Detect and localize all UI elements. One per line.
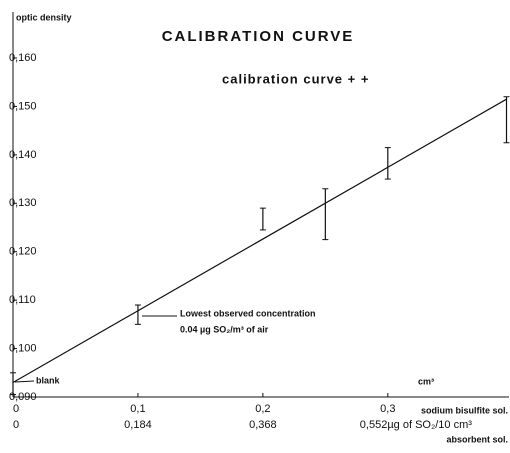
- y-tick-label: 0,120: [9, 246, 37, 258]
- y-tick-label: 0,100: [9, 342, 37, 354]
- y-tick-label: 0,140: [9, 149, 37, 161]
- annotation-arrow: [14, 380, 35, 383]
- x-tick-label: 0,3: [380, 403, 395, 415]
- x-tick-label: 0,2: [255, 403, 270, 415]
- x2-tick-label: 0: [13, 419, 19, 431]
- y-tick-label: 0,150: [9, 100, 37, 112]
- legend: calibration curve + +: [222, 71, 369, 86]
- x2-tick-label: 0,552µg of SO₂/10 cm³: [360, 419, 472, 431]
- x2-tick-label: 0,368: [249, 419, 277, 431]
- x-unit: cm³: [418, 376, 434, 386]
- chart-title: CALIBRATION CURVE: [162, 28, 355, 45]
- x-axis-label: sodium bisulfite sol.: [421, 405, 508, 415]
- annotation: Lowest observed concentration: [180, 308, 316, 318]
- x-tick-label: 0,1: [130, 403, 145, 415]
- y-tick-label: 0,110: [9, 294, 36, 306]
- y-tick-label: 0,160: [9, 52, 37, 64]
- x-tick-label: 0: [13, 403, 19, 415]
- y-tick-label: 0,090: [9, 391, 37, 403]
- y-tick-label: 0,130: [9, 197, 37, 209]
- annotation: blank: [36, 375, 61, 385]
- x2-axis-label: absorbent sol.: [446, 434, 508, 444]
- x2-tick-label: 0,184: [124, 419, 152, 431]
- fit-line: [12, 98, 507, 383]
- y-axis-label: optic density: [16, 12, 72, 22]
- annotation: 0.04 µg SO₂/m³ of air: [180, 324, 269, 334]
